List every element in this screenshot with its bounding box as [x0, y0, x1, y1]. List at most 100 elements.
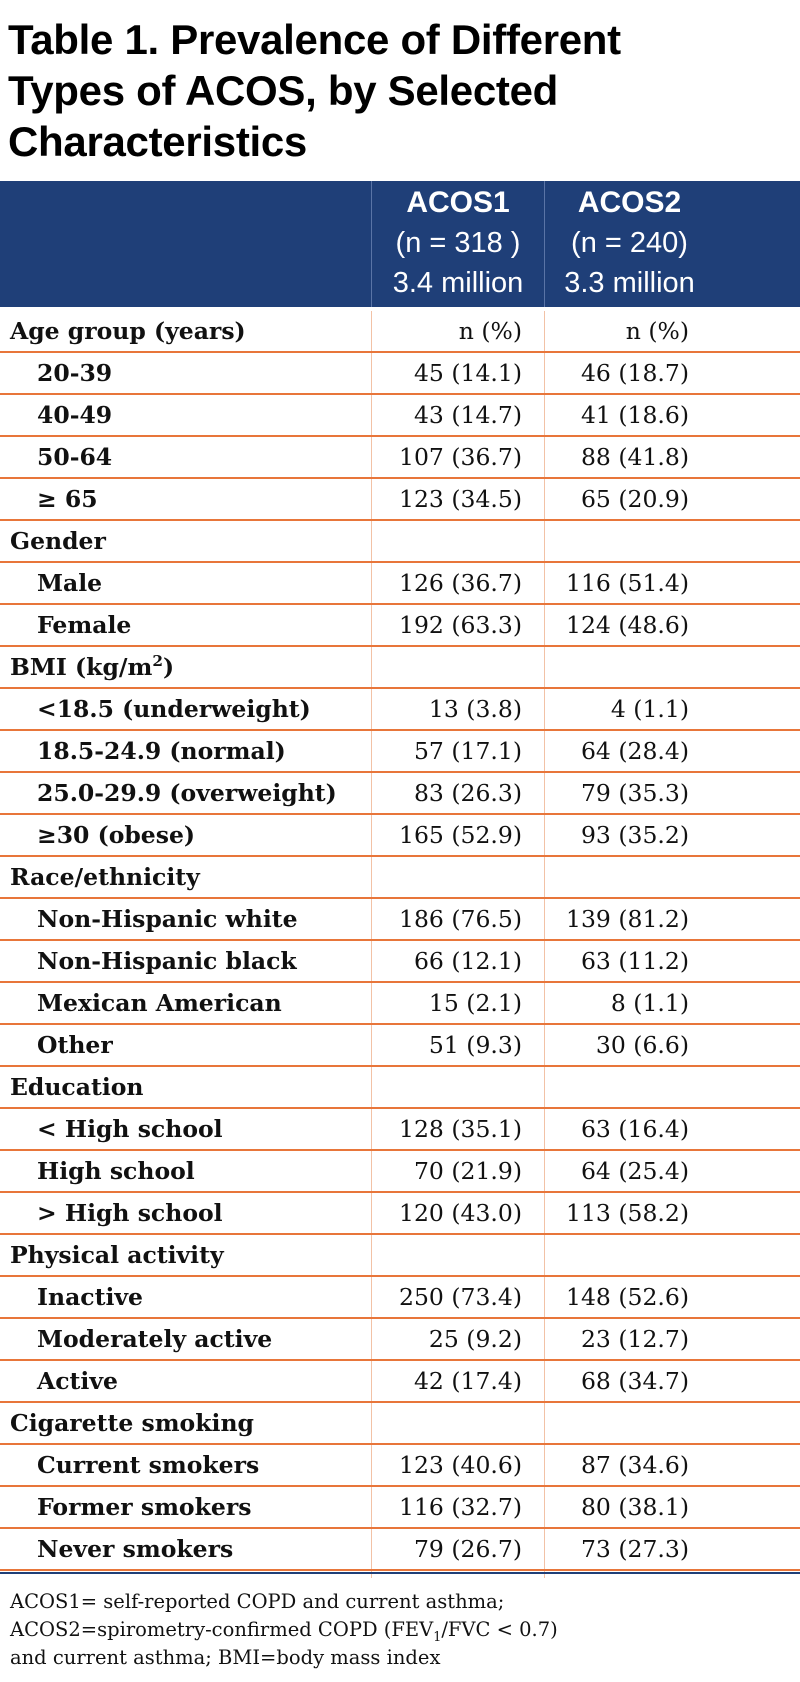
acos2-value: 87 (34.6): [580, 1451, 689, 1479]
acos2-value: 124 (48.6): [566, 611, 689, 639]
title-line-3: Characteristics: [8, 118, 307, 165]
header-acos1-name: ACOS1: [406, 186, 510, 219]
acos2-value: 68 (34.7): [580, 1367, 689, 1395]
table-row: 50-64 107 (36.7) 88 (41.8): [0, 437, 800, 479]
footnote-subscript: 1: [433, 1628, 442, 1644]
row-label: Non-Hispanic white: [37, 905, 298, 933]
acos2-value: 148 (52.6): [566, 1283, 689, 1311]
row-label: <18.5 (underweight): [37, 695, 311, 723]
header-divider: [371, 181, 372, 307]
acos2-unit: n (%): [625, 317, 689, 345]
table-title: Table 1. Prevalence of Different Types o…: [8, 14, 788, 167]
acos2-value: 113 (58.2): [566, 1199, 689, 1227]
row-label: Inactive: [37, 1283, 144, 1311]
column-divider: [544, 311, 545, 1578]
footnote-line-2-text: ACOS2=spirometry-confirmed COPD (FEV: [10, 1618, 434, 1641]
row-label: 50-64: [37, 443, 113, 471]
row-label: > High school: [37, 1199, 223, 1227]
table-row: Moderately active 25 (9.2) 23 (12.7): [0, 1319, 800, 1361]
acos2-value: 63 (11.2): [580, 947, 689, 975]
table-row: Male 126 (36.7) 116 (51.4): [0, 563, 800, 605]
table-row: Former smokers 116 (32.7) 80 (38.1): [0, 1487, 800, 1529]
row-label: Non-Hispanic black: [37, 947, 297, 975]
header-acos1: ACOS1 (n = 318 ) 3.4 million: [372, 181, 544, 307]
row-label: 20-39: [37, 359, 113, 387]
row-label: ≥30 (obese): [37, 821, 196, 849]
category-label: Race/ethnicity: [10, 863, 200, 891]
bmi-label-superscript: 2: [152, 652, 163, 671]
footnote-line-1: ACOS1= self-reported COPD and current as…: [10, 1590, 505, 1613]
acos1-value: 116 (32.7): [399, 1493, 522, 1521]
row-label: Mexican American: [37, 989, 282, 1017]
acos1-value: 250 (73.4): [399, 1283, 522, 1311]
category-row-race: Race/ethnicity: [0, 857, 800, 899]
acos2-value: 8 (1.1): [610, 989, 689, 1017]
table-row: Current smokers 123 (40.6) 87 (34.6): [0, 1445, 800, 1487]
table-bottom-rule: [0, 1572, 800, 1574]
category-label: Gender: [10, 527, 106, 555]
acos1-value: 83 (26.3): [413, 779, 522, 807]
header-acos2-population: 3.3 million: [564, 267, 695, 299]
table-row: 20-39 45 (14.1) 46 (18.7): [0, 353, 800, 395]
column-divider: [371, 311, 372, 1578]
row-label: Active: [37, 1367, 118, 1395]
acos1-value: 13 (3.8): [428, 695, 522, 723]
acos2-value: 80 (38.1): [580, 1493, 689, 1521]
acos1-unit: n (%): [458, 317, 522, 345]
category-label: BMI (kg/m2): [10, 647, 174, 687]
table-footnote: ACOS1= self-reported COPD and current as…: [10, 1588, 790, 1672]
acos2-value: 23 (12.7): [580, 1325, 689, 1353]
footnote-line-3: and current asthma; BMI=body mass index: [10, 1646, 441, 1669]
header-acos2-n: (n = 240): [571, 227, 688, 259]
bmi-label-close: ): [162, 653, 175, 681]
row-label: Never smokers: [37, 1535, 234, 1563]
table-body: Age group (years) n (%) n (%) 20-39 45 (…: [0, 311, 800, 1571]
acos1-value: 186 (76.5): [399, 905, 522, 933]
table-row: Never smokers 79 (26.7) 73 (27.3): [0, 1529, 800, 1571]
table-row: 40-49 43 (14.7) 41 (18.6): [0, 395, 800, 437]
category-row-gender: Gender: [0, 521, 800, 563]
footnote-line-2: ACOS2=spirometry-confirmed COPD (FEV1/FV…: [10, 1616, 790, 1644]
acos2-value: 63 (16.4): [580, 1115, 689, 1143]
row-label: 18.5-24.9 (normal): [37, 737, 286, 765]
acos2-value: 4 (1.1): [610, 695, 689, 723]
table-row: < High school 128 (35.1) 63 (16.4): [0, 1109, 800, 1151]
table-row: Non-Hispanic white 186 (76.5) 139 (81.2): [0, 899, 800, 941]
row-label: Female: [37, 611, 132, 639]
header-divider: [544, 181, 545, 307]
acos2-value: 41 (18.6): [580, 401, 689, 429]
acos1-value: 15 (2.1): [428, 989, 522, 1017]
acos2-value: 139 (81.2): [566, 905, 689, 933]
acos1-value: 192 (63.3): [399, 611, 522, 639]
acos1-value: 25 (9.2): [428, 1325, 522, 1353]
row-label: High school: [37, 1157, 195, 1185]
category-label: Physical activity: [10, 1241, 224, 1269]
acos2-value: 64 (28.4): [580, 737, 689, 765]
table-row: 25.0-29.9 (overweight) 83 (26.3) 79 (35.…: [0, 773, 800, 815]
category-row-smoking: Cigarette smoking: [0, 1403, 800, 1445]
category-row-education: Education: [0, 1067, 800, 1109]
acos2-value: 79 (35.3): [580, 779, 689, 807]
header-acos1-population: 3.4 million: [392, 267, 524, 299]
category-row-age: Age group (years) n (%) n (%): [0, 311, 800, 353]
title-line-2: Types of ACOS, by Selected: [8, 67, 559, 114]
category-row-bmi: BMI (kg/m2): [0, 647, 800, 689]
table-row: 18.5-24.9 (normal) 57 (17.1) 64 (28.4): [0, 731, 800, 773]
acos2-value: 93 (35.2): [580, 821, 689, 849]
row-label: Current smokers: [37, 1451, 260, 1479]
table-row: Non-Hispanic black 66 (12.1) 63 (11.2): [0, 941, 800, 983]
acos2-value: 88 (41.8): [580, 443, 689, 471]
table-row: > High school 120 (43.0) 113 (58.2): [0, 1193, 800, 1235]
header-acos1-n: (n = 318 ): [395, 227, 521, 259]
acos1-value: 107 (36.7): [399, 443, 522, 471]
footnote-line-2-end: /FVC < 0.7): [441, 1618, 558, 1641]
acos2-value: 65 (20.9): [580, 485, 689, 513]
acos1-value: 126 (36.7): [399, 569, 522, 597]
row-label: Male: [37, 569, 103, 597]
table-header: ACOS1 (n = 318 ) 3.4 million ACOS2 (n = …: [0, 181, 800, 307]
acos1-value: 123 (34.5): [399, 485, 522, 513]
acos2-value: 30 (6.6): [595, 1031, 689, 1059]
acos1-value: 165 (52.9): [399, 821, 522, 849]
header-acos2: ACOS2 (n = 240) 3.3 million: [545, 181, 714, 307]
acos1-value: 57 (17.1): [413, 737, 522, 765]
